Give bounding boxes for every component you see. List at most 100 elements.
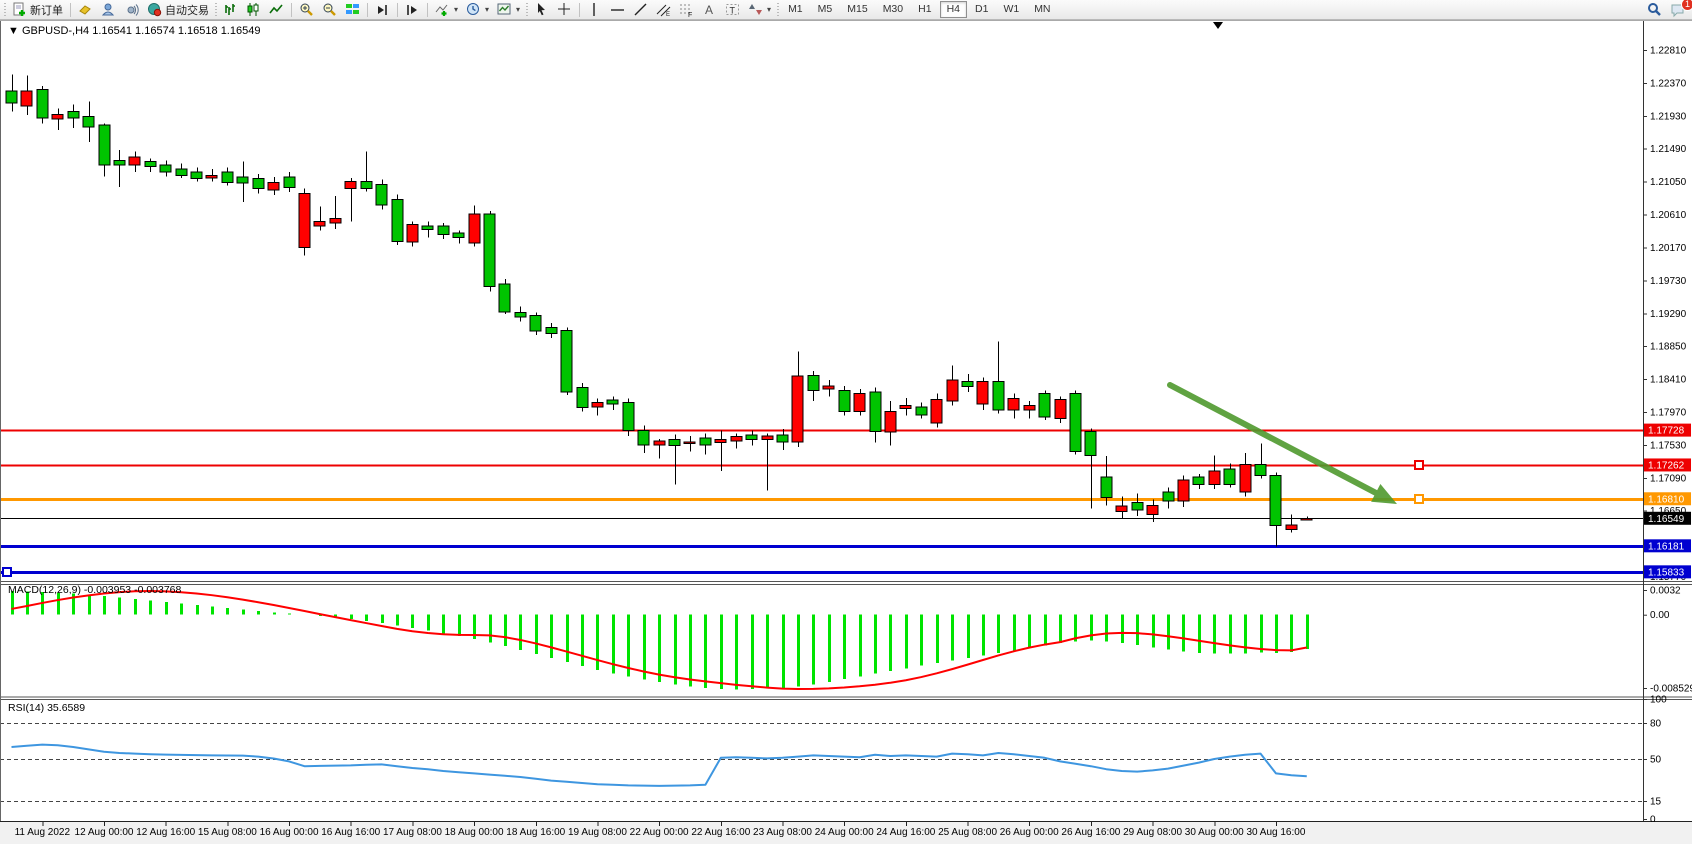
candle-body <box>5 90 18 104</box>
publisher-button[interactable] <box>97 0 120 19</box>
time-tick-label: 23 Aug 08:00 <box>753 827 812 838</box>
candle-body <box>1054 398 1067 420</box>
toolbar-grip <box>4 2 6 17</box>
candle-body <box>236 176 249 184</box>
indicators-button[interactable]: ▾ <box>431 0 462 19</box>
candle-body <box>98 124 111 166</box>
candle-body <box>1038 392 1051 418</box>
price-tag-1.15833 <box>1644 565 1691 579</box>
time-tick-label: 18 Aug 16:00 <box>506 827 565 838</box>
tile-windows-button[interactable] <box>341 0 364 19</box>
price-tick-label: 1.20610 <box>1650 210 1687 221</box>
candle-body <box>1100 476 1113 498</box>
chart-shift-marker[interactable] <box>1213 22 1223 29</box>
price-axis[interactable]: 1.22810 1.22370 1.21930 1.21490 1.21050 1.206… <box>1643 46 1692 826</box>
candle-body <box>853 392 866 412</box>
timeframe-button-m15[interactable]: M15 <box>847 3 868 15</box>
zoom-in-icon <box>299 2 314 17</box>
chat-button[interactable]: 1 <box>1666 0 1692 19</box>
time-tick-label: 29 Aug 08:00 <box>1123 827 1182 838</box>
line-chart-button[interactable] <box>265 0 288 19</box>
price-tick-label: 1.17970 <box>1650 408 1687 419</box>
price-tick-label: 1.21930 <box>1650 111 1687 122</box>
templates-button[interactable]: ▾ <box>493 0 524 19</box>
timeframe-button-m30[interactable]: M30 <box>882 3 904 15</box>
timeframe-button-d1[interactable]: D1 <box>975 3 989 15</box>
bar-chart-icon <box>223 2 238 17</box>
auto-trading-button[interactable]: 自动交易 <box>143 0 213 19</box>
zoom-out-icon <box>322 2 337 17</box>
chart-shift-button[interactable] <box>401 0 424 19</box>
auto-scroll-button[interactable] <box>371 0 394 19</box>
time-axis-strip <box>0 822 1692 844</box>
candle-body <box>946 379 959 402</box>
candle-body <box>498 283 511 313</box>
crosshair-button[interactable] <box>553 0 576 19</box>
time-tick-label: 26 Aug 00:00 <box>1000 827 1059 838</box>
hline-handle-1.16810[interactable] <box>1414 494 1424 504</box>
periods-button[interactable]: ▾ <box>462 0 493 19</box>
hline-handle-1.15833[interactable] <box>2 567 12 577</box>
timeframe-button-m1[interactable]: M1 <box>788 3 803 15</box>
time-tick-label: 22 Aug 16:00 <box>691 827 750 838</box>
candle-body <box>113 160 126 166</box>
trendline-button[interactable] <box>629 0 652 19</box>
templates-icon <box>497 2 512 17</box>
candle-body <box>1300 517 1313 521</box>
candle-body <box>468 213 481 244</box>
timeframe-button-h4[interactable]: H4 <box>939 1 967 18</box>
candlestick-button[interactable] <box>242 0 265 19</box>
bar-chart-button[interactable] <box>219 0 242 19</box>
timeframe-button-mn[interactable]: MN <box>1034 3 1051 15</box>
rsi-axis-label: 100 <box>1650 695 1667 706</box>
candle-body <box>822 385 835 390</box>
candle-body <box>838 389 851 412</box>
price-tick-label: 1.17530 <box>1650 440 1687 451</box>
price-tag-label: 1.17262 <box>1648 460 1685 471</box>
candle-body <box>1208 470 1221 486</box>
candle-body <box>761 435 774 441</box>
time-tick-label: 24 Aug 00:00 <box>815 827 874 838</box>
timeframe-button-h1[interactable]: H1 <box>918 3 932 15</box>
line-chart-icon <box>269 2 284 17</box>
indicators-icon <box>435 2 450 17</box>
cursor-button[interactable] <box>530 0 553 19</box>
hline-handle-1.17262[interactable] <box>1414 460 1424 470</box>
candle-body <box>1269 475 1282 527</box>
zoom-out-button[interactable] <box>318 0 341 19</box>
candle-body <box>391 199 404 242</box>
macd-pane: MACD(12,26,9) -0.003953 -0.003768 <box>8 584 1309 691</box>
new-order-button[interactable]: 新订单 <box>8 0 67 19</box>
price-tag-label: 1.16810 <box>1648 494 1685 505</box>
candle-body <box>915 406 928 416</box>
timeframe-button-w1[interactable]: W1 <box>1003 3 1020 15</box>
candle-body <box>1239 463 1252 493</box>
sound-button[interactable] <box>120 0 143 19</box>
hline-button[interactable] <box>606 0 629 19</box>
text-button[interactable]: A <box>698 0 721 19</box>
candle-body <box>1146 504 1159 515</box>
history-center-button[interactable] <box>74 0 97 19</box>
candle-body <box>668 439 681 447</box>
auto-trading-icon <box>147 2 162 17</box>
text-label-button[interactable]: T <box>721 0 744 19</box>
plot-area[interactable] <box>0 20 1643 581</box>
channel-icon: E <box>656 2 671 17</box>
chart-title[interactable]: ▼ GBPUSD-,H4 1.16541 1.16574 1.16518 1.1… <box>8 25 260 37</box>
time-tick-label: 30 Aug 16:00 <box>1246 827 1305 838</box>
trend-arrow-annotation[interactable] <box>1167 382 1397 504</box>
time-axis[interactable]: 11 Aug 2022 12 Aug 00:00 12 Aug 16:00 15 Au… <box>0 822 1692 844</box>
toolbar: 新订单 自动交易 <box>0 0 1692 20</box>
search-button[interactable] <box>1642 0 1666 19</box>
candle-body <box>545 326 558 334</box>
vline-button[interactable] <box>583 0 606 19</box>
shapes-button[interactable]: ▾ <box>744 0 775 19</box>
chart-canvas[interactable]: ▼ GBPUSD-,H4 1.16541 1.16574 1.16518 1.1… <box>0 20 1692 844</box>
timeframe-button-m5[interactable]: M5 <box>817 3 833 15</box>
fibonacci-button[interactable]: F <box>675 0 698 19</box>
channel-button[interactable]: E <box>652 0 675 19</box>
zoom-in-button[interactable] <box>295 0 318 19</box>
svg-text:T: T <box>730 6 736 16</box>
chart-shift-icon <box>405 2 420 17</box>
periods-icon <box>466 2 481 17</box>
